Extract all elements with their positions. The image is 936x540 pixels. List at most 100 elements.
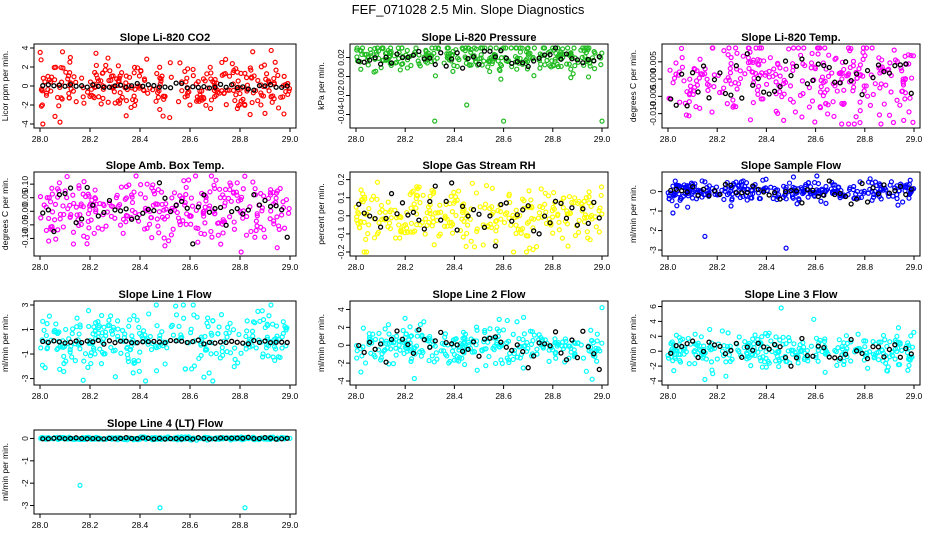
reference-point xyxy=(179,198,185,205)
data-point xyxy=(734,86,740,92)
data-point xyxy=(60,203,66,209)
data-point xyxy=(381,216,387,222)
data-point xyxy=(249,99,255,106)
data-point xyxy=(572,352,578,358)
data-point xyxy=(231,364,237,370)
data-point xyxy=(583,195,589,201)
reference-point xyxy=(372,55,378,61)
data-point xyxy=(487,68,493,75)
reference-point xyxy=(673,342,679,349)
data-point xyxy=(888,89,894,95)
data-point xyxy=(721,343,727,349)
data-point xyxy=(282,435,288,441)
reference-point xyxy=(73,338,79,344)
data-point xyxy=(80,94,86,100)
data-point xyxy=(474,327,480,333)
data-point xyxy=(482,327,488,334)
reference-point xyxy=(585,56,591,63)
data-point xyxy=(427,210,433,216)
data-point xyxy=(571,347,577,353)
data-point xyxy=(566,61,572,67)
reference-point xyxy=(739,354,745,360)
data-point xyxy=(878,186,884,193)
data-point xyxy=(473,342,479,348)
data-point xyxy=(136,73,143,79)
data-point xyxy=(541,45,548,51)
data-point xyxy=(518,227,524,233)
data-point xyxy=(253,227,259,234)
data-point xyxy=(692,348,698,354)
data-point xyxy=(449,230,456,236)
data-point xyxy=(93,209,99,215)
data-point xyxy=(257,318,263,324)
reference-point xyxy=(410,209,417,215)
reference-point xyxy=(700,348,707,355)
data-point xyxy=(777,73,783,79)
reference-point xyxy=(377,61,384,67)
data-point xyxy=(154,70,160,77)
x-tick-label: 28.8 xyxy=(857,391,874,401)
data-point xyxy=(392,235,399,241)
data-point xyxy=(755,91,761,98)
reference-point xyxy=(223,435,229,441)
data-point xyxy=(750,69,756,75)
data-point xyxy=(465,222,471,228)
data-point xyxy=(865,365,871,371)
data-point xyxy=(125,358,132,365)
data-point xyxy=(498,216,504,222)
data-point xyxy=(860,73,866,79)
data-point xyxy=(745,45,751,51)
data-point xyxy=(254,223,260,229)
data-point xyxy=(92,187,98,193)
data-point xyxy=(102,329,109,335)
data-point xyxy=(595,346,601,352)
data-point xyxy=(884,367,890,374)
data-point xyxy=(272,357,278,363)
reference-point xyxy=(151,338,157,344)
data-point xyxy=(823,101,829,107)
reference-point xyxy=(367,57,373,63)
reference-point xyxy=(377,341,384,347)
data-point xyxy=(673,71,679,77)
data-point xyxy=(763,176,769,182)
data-point xyxy=(227,320,233,326)
data-point xyxy=(208,351,214,357)
data-point xyxy=(851,183,857,190)
data-point xyxy=(487,205,493,212)
data-point xyxy=(223,56,229,63)
data-point xyxy=(471,349,478,355)
data-point xyxy=(572,232,579,239)
reference-point xyxy=(908,186,914,192)
data-point xyxy=(876,65,882,71)
data-point xyxy=(360,325,366,331)
reference-point xyxy=(569,56,575,62)
data-point xyxy=(129,85,135,91)
data-point xyxy=(825,73,832,79)
data-point xyxy=(251,73,257,79)
reference-point xyxy=(45,82,51,88)
data-point xyxy=(809,98,816,104)
data-point xyxy=(357,225,363,231)
data-point xyxy=(869,45,875,51)
data-point xyxy=(790,99,796,105)
data-point xyxy=(385,322,391,328)
data-point xyxy=(902,96,908,102)
data-point xyxy=(258,190,264,197)
data-point xyxy=(76,183,82,189)
data-point xyxy=(427,333,433,340)
data-point xyxy=(232,356,238,362)
panel-title: Slope Line 1 Flow xyxy=(119,289,212,301)
data-point xyxy=(530,246,536,253)
reference-point xyxy=(804,81,811,87)
data-point xyxy=(826,52,832,58)
data-point xyxy=(235,78,241,84)
data-point xyxy=(528,353,535,359)
reference-point xyxy=(117,208,124,214)
reference-point xyxy=(492,334,499,340)
data-point xyxy=(240,96,246,102)
data-point xyxy=(906,195,912,201)
data-point xyxy=(538,61,544,67)
reference-point xyxy=(766,91,772,97)
data-point xyxy=(760,354,766,360)
reference-point xyxy=(383,359,389,365)
